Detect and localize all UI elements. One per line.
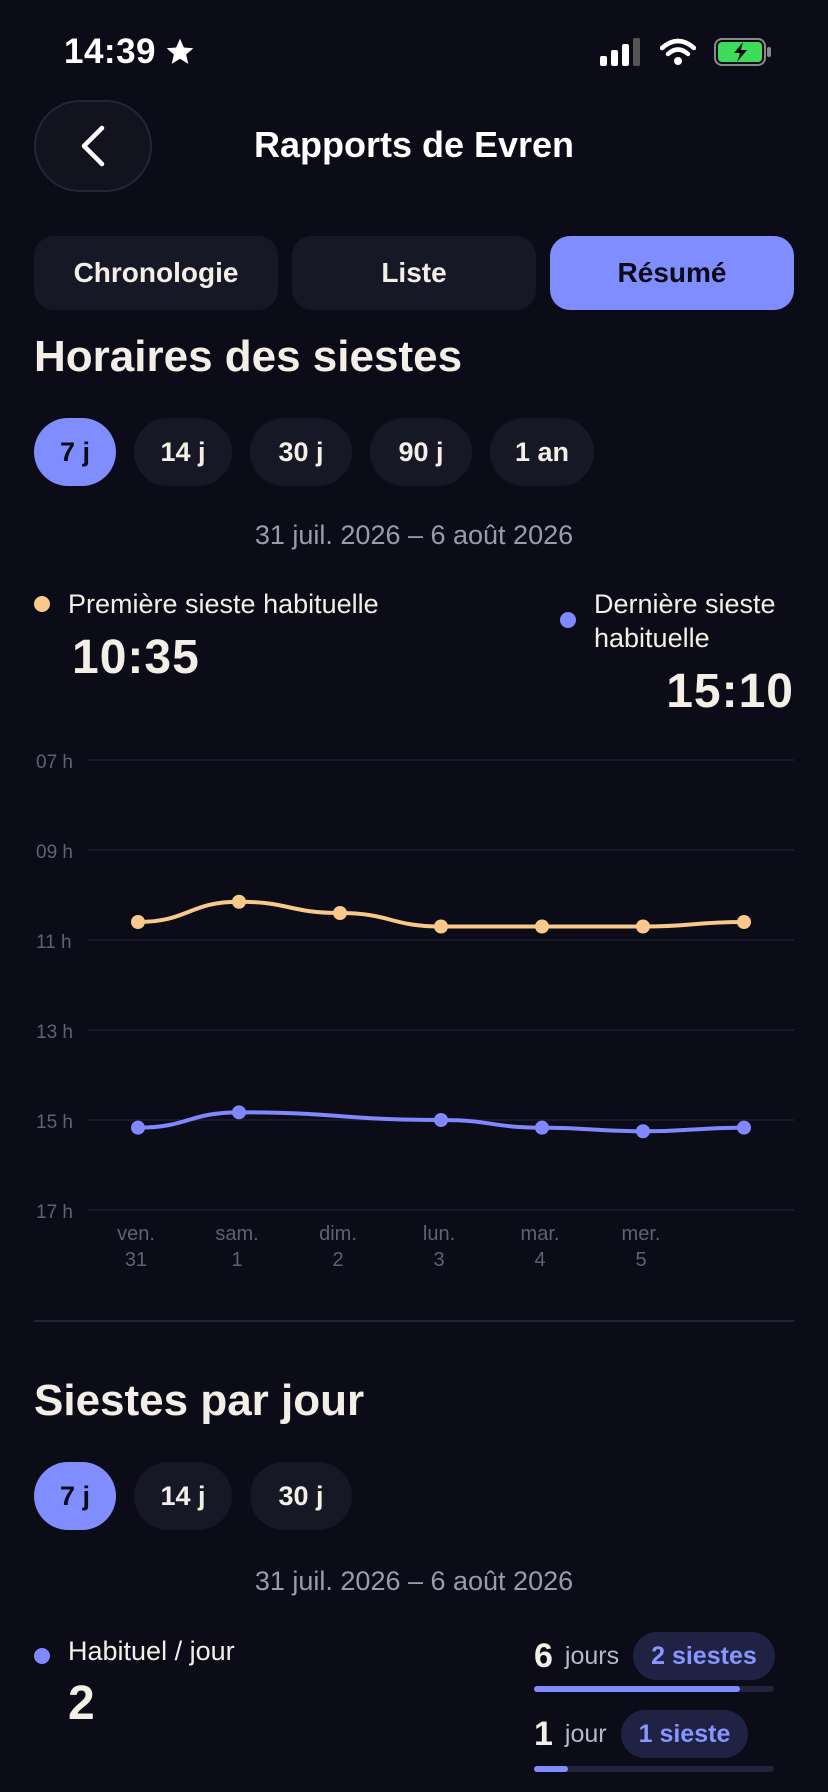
data-point <box>535 919 549 934</box>
stat-row-1-count: 6 <box>534 1636 553 1675</box>
stat-row-2-badge: 1 sieste <box>620 1710 749 1758</box>
stat-row-2: 1 jour 1 sieste <box>534 1710 749 1758</box>
data-point <box>232 894 246 909</box>
x-tick-date: 4 <box>534 1249 545 1270</box>
x-tick-day: ven. <box>117 1223 155 1245</box>
signal-icon <box>600 38 640 66</box>
tab-chronologie[interactable]: Chronologie <box>34 236 278 310</box>
x-tick-date: 1 <box>231 1249 242 1270</box>
tab-resume[interactable]: Résumé <box>550 236 794 310</box>
stat-row-2-track <box>534 1766 774 1772</box>
first-nap-value: 10:35 <box>72 631 200 684</box>
data-point <box>434 919 448 934</box>
y-tick-label: 11 h <box>36 932 72 953</box>
stat-row-2-bar <box>534 1766 569 1772</box>
y-tick-label: 15 h <box>36 1112 73 1133</box>
stat-row-1: 6 jours 2 siestes <box>534 1632 775 1680</box>
data-point <box>636 1124 650 1139</box>
last-nap-label-line2: habituelle <box>594 623 710 653</box>
x-tick-day: lun. <box>423 1223 455 1245</box>
naps-range-14d[interactable]: 14 j <box>134 1462 232 1530</box>
usual-per-day-dot <box>34 1648 50 1664</box>
stat-row-2-unit: jour <box>564 1719 607 1748</box>
x-tick-day: dim. <box>319 1223 357 1245</box>
battery-charging-icon <box>714 38 771 66</box>
x-tick-day: sam. <box>215 1223 258 1245</box>
usual-per-day-label: Habituel / jour <box>68 1636 235 1666</box>
chevron-left-icon <box>81 125 105 167</box>
status-time-text: 14:39 <box>64 32 157 71</box>
x-tick-date: 5 <box>635 1249 646 1270</box>
data-point <box>434 1113 448 1127</box>
wifi-icon <box>660 38 696 65</box>
range-1y[interactable]: 1 an <box>490 418 594 486</box>
y-tick-label: 17 h <box>36 1202 73 1223</box>
stat-row-2-count: 1 <box>534 1714 553 1753</box>
nap-times-date-range: 31 juil. 2026 – 6 août 2026 <box>254 520 574 550</box>
range-90d[interactable]: 90 j <box>370 418 472 486</box>
naps-per-day-title: Siestes par jour <box>34 1376 365 1425</box>
naps-per-day-date-range: 31 juil. 2026 – 6 août 2026 <box>254 1566 574 1596</box>
x-tick-day: mer. <box>622 1223 661 1245</box>
stat-row-1-badge: 2 siestes <box>633 1632 775 1680</box>
page-title: Rapports de Evren <box>253 124 575 165</box>
star-icon <box>166 38 194 64</box>
last-nap-value: 15:10 <box>666 665 794 718</box>
first-nap-dot <box>34 596 50 612</box>
first-nap-label: Première sieste habituelle <box>68 589 379 619</box>
range-30d[interactable]: 30 j <box>250 418 352 486</box>
x-tick-date: 3 <box>433 1249 444 1270</box>
y-tick-label: 09 h <box>36 842 73 863</box>
usual-per-day-value: 2 <box>68 1677 96 1730</box>
last-nap-dot <box>560 612 576 628</box>
data-point <box>232 1105 246 1120</box>
data-point <box>636 919 650 934</box>
last-nap-label-line1: Dernière sieste <box>594 589 776 619</box>
x-tick-day: mar. <box>521 1223 560 1245</box>
range-7d[interactable]: 7 j <box>34 418 116 486</box>
x-tick-date: 2 <box>332 1249 343 1270</box>
nap-times-title: Horaires des siestes <box>34 332 463 381</box>
data-point <box>737 1120 751 1135</box>
naps-range-30d[interactable]: 30 j <box>250 1462 352 1530</box>
data-point <box>333 906 347 920</box>
y-tick-label: 13 h <box>36 1022 73 1043</box>
tab-liste[interactable]: Liste <box>292 236 536 310</box>
range-14d[interactable]: 14 j <box>134 418 232 486</box>
data-point <box>535 1120 549 1135</box>
x-tick-date: 31 <box>125 1249 147 1270</box>
data-point <box>131 1120 145 1135</box>
status-time: 14:39 <box>64 32 196 72</box>
status-icons <box>600 38 772 66</box>
section-divider <box>34 1320 794 1322</box>
naps-range-7d[interactable]: 7 j <box>34 1462 116 1530</box>
stat-row-1-bar <box>534 1686 740 1692</box>
stat-row-1-unit: jours <box>564 1641 620 1670</box>
y-tick-label: 07 h <box>36 752 73 773</box>
last-nap-label: Dernière sieste habituelle <box>594 587 776 655</box>
stat-row-1-track <box>534 1686 774 1692</box>
nap-times-chart: 07 h 09 h 11 h 13 h 15 h 17 h ven. 31 sam. 1 dim. 2… <box>36 752 794 1270</box>
data-point <box>737 915 751 929</box>
back-button[interactable] <box>34 100 152 192</box>
data-point <box>131 915 145 929</box>
